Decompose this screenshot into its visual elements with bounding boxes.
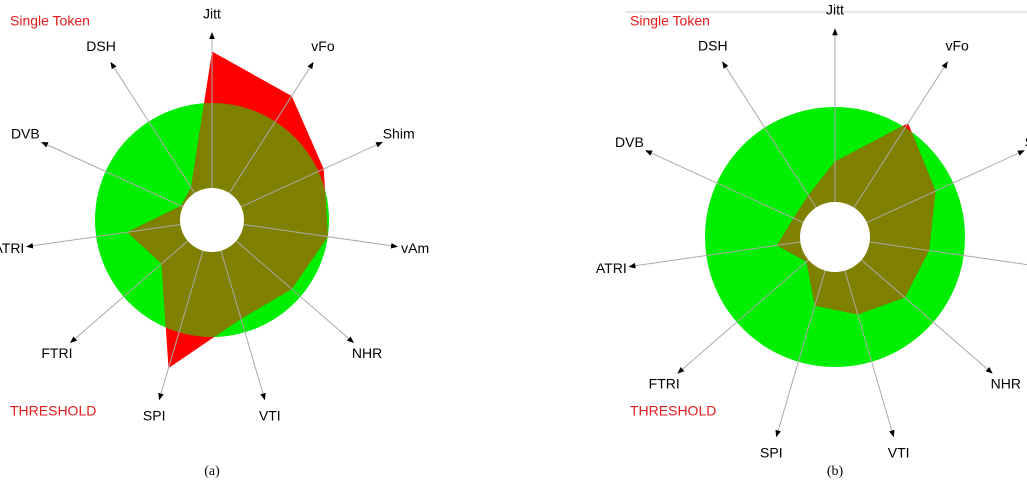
axis-label: vFo — [946, 38, 970, 54]
axis-label: DSH — [698, 38, 728, 54]
axis-label: VTI — [259, 408, 281, 424]
axis-label: NHR — [352, 345, 382, 361]
axis-label: vFo — [311, 38, 335, 54]
axis-label: SPI — [760, 445, 783, 461]
axis-label: Jitt — [203, 6, 221, 22]
axis-label: DSH — [86, 38, 116, 54]
axis-label: vAm — [401, 240, 429, 256]
threshold-label: THRESHOLD — [10, 403, 96, 419]
axis-label: FTRI — [649, 376, 680, 392]
caption: (b) — [827, 464, 844, 479]
axis-label: ATRI — [0, 240, 24, 256]
threshold-label: THRESHOLD — [630, 403, 716, 419]
axis-label: ATRI — [596, 260, 627, 276]
axis-label: DVB — [615, 134, 644, 150]
axis-label: Jitt — [826, 2, 844, 18]
axis-label: FTRI — [41, 345, 72, 361]
axis-label: Shim — [383, 125, 415, 141]
axis-label: VTI — [888, 445, 910, 461]
axis-label: Shim — [1025, 134, 1027, 150]
legend-label: Single Token — [630, 13, 710, 29]
center-hole — [180, 188, 244, 252]
legend-label: Single Token — [10, 13, 90, 29]
center-hole — [800, 202, 870, 272]
caption: (a) — [204, 464, 220, 479]
axis-label: DVB — [11, 125, 40, 141]
axis-label: SPI — [143, 408, 166, 424]
axis-label: NHR — [991, 376, 1021, 392]
